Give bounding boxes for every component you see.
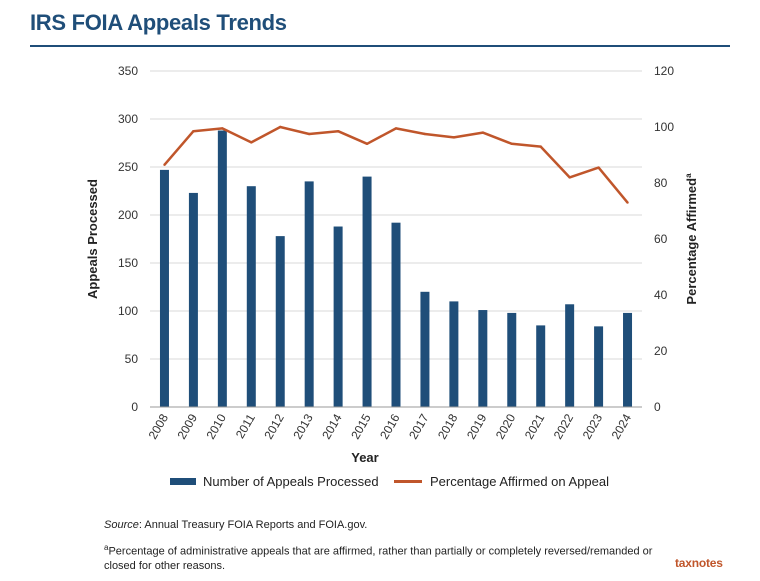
line-point bbox=[221, 127, 224, 130]
x-tick-label: 2023 bbox=[580, 411, 606, 441]
y-tick-label: 300 bbox=[118, 112, 138, 126]
x-tick-label: 2024 bbox=[609, 411, 635, 441]
y-tick-label: 0 bbox=[131, 400, 138, 414]
x-tick-label: 2012 bbox=[261, 411, 287, 441]
source-note: Source: Annual Treasury FOIA Reports and… bbox=[104, 519, 367, 531]
bar bbox=[217, 130, 227, 407]
bar bbox=[449, 301, 459, 407]
line-point bbox=[250, 141, 253, 144]
y-tick-label: 350 bbox=[118, 64, 138, 78]
x-tick-label: 2015 bbox=[348, 411, 374, 441]
legend-label-bars: Number of Appeals Processed bbox=[203, 474, 379, 489]
bar bbox=[420, 291, 430, 407]
line-point bbox=[336, 130, 340, 133]
chart-title: IRS FOIA Appeals Trends bbox=[30, 10, 287, 35]
brand-logo: taxnotes bbox=[675, 556, 723, 570]
y-tick-label: 150 bbox=[118, 256, 138, 270]
line-point bbox=[423, 132, 427, 136]
legend-label-line: Percentage Affirmed on Appeal bbox=[430, 474, 609, 489]
footnote-marker: a bbox=[104, 543, 109, 552]
line-point bbox=[452, 136, 456, 139]
legend-swatch-bars bbox=[170, 478, 196, 485]
x-tick-label: 2019 bbox=[464, 411, 490, 441]
x-tick-label: 2016 bbox=[377, 411, 403, 441]
y2-axis-title: Percentage Affirmeda bbox=[684, 173, 699, 305]
source-text: : Annual Treasury FOIA Reports and FOIA.… bbox=[138, 519, 368, 531]
line-point bbox=[597, 166, 600, 169]
line-point bbox=[163, 163, 166, 166]
line-point bbox=[192, 130, 195, 133]
y-tick-label: 250 bbox=[118, 160, 138, 174]
x-tick-label: 2013 bbox=[290, 411, 316, 441]
line-point bbox=[365, 142, 369, 145]
y-tick-label: 200 bbox=[118, 208, 138, 222]
title-divider bbox=[30, 45, 730, 47]
x-axis-title: Year bbox=[351, 450, 378, 465]
x-tick-label: 2017 bbox=[406, 411, 432, 441]
line-point bbox=[626, 201, 629, 204]
y2-tick-label: 80 bbox=[654, 176, 668, 190]
x-tick-label: 2020 bbox=[493, 411, 519, 441]
x-tick-label: 2008 bbox=[146, 411, 172, 441]
y-tick-label: 50 bbox=[125, 352, 139, 366]
bar bbox=[246, 186, 256, 407]
line-point bbox=[481, 131, 485, 134]
line-point bbox=[568, 176, 571, 179]
bar bbox=[333, 226, 343, 407]
line-point bbox=[307, 132, 311, 136]
y-axis-title: Appeals Processed bbox=[85, 179, 100, 299]
bar bbox=[478, 310, 488, 407]
bar bbox=[536, 325, 546, 407]
bar bbox=[623, 312, 633, 407]
y2-tick-label: 40 bbox=[654, 288, 668, 302]
x-tick-label: 2011 bbox=[233, 411, 258, 441]
bar bbox=[188, 192, 198, 407]
x-tick-label: 2014 bbox=[319, 411, 345, 441]
bar bbox=[565, 304, 575, 407]
y2-tick-label: 20 bbox=[654, 344, 668, 358]
line-point bbox=[394, 127, 398, 130]
x-tick-label: 2022 bbox=[551, 411, 577, 441]
line-point bbox=[279, 125, 282, 129]
affirmed-line bbox=[163, 125, 629, 204]
bar bbox=[159, 169, 169, 407]
bar bbox=[275, 236, 285, 407]
y2-tick-label: 0 bbox=[654, 400, 661, 414]
y2-tick-label: 60 bbox=[654, 232, 668, 246]
x-tick-label: 2009 bbox=[175, 411, 201, 441]
x-tick-label: 2021 bbox=[522, 411, 548, 441]
x-tick-label: 2018 bbox=[435, 411, 461, 441]
footnote-text: Percentage of administrative appeals tha… bbox=[104, 545, 653, 572]
y2-tick-label: 100 bbox=[654, 120, 674, 134]
y2-tick-label: 120 bbox=[654, 64, 674, 78]
bar bbox=[304, 181, 314, 407]
bar bbox=[507, 312, 517, 407]
x-tick-label: 2010 bbox=[203, 411, 229, 441]
bar bbox=[594, 326, 604, 407]
source-label: Source bbox=[104, 519, 139, 531]
bar bbox=[362, 176, 372, 407]
line-point bbox=[539, 145, 542, 148]
line-point bbox=[510, 142, 513, 145]
y-tick-label: 100 bbox=[118, 304, 138, 318]
footnote: aPercentage of administrative appeals th… bbox=[104, 541, 664, 573]
bar bbox=[391, 222, 401, 407]
